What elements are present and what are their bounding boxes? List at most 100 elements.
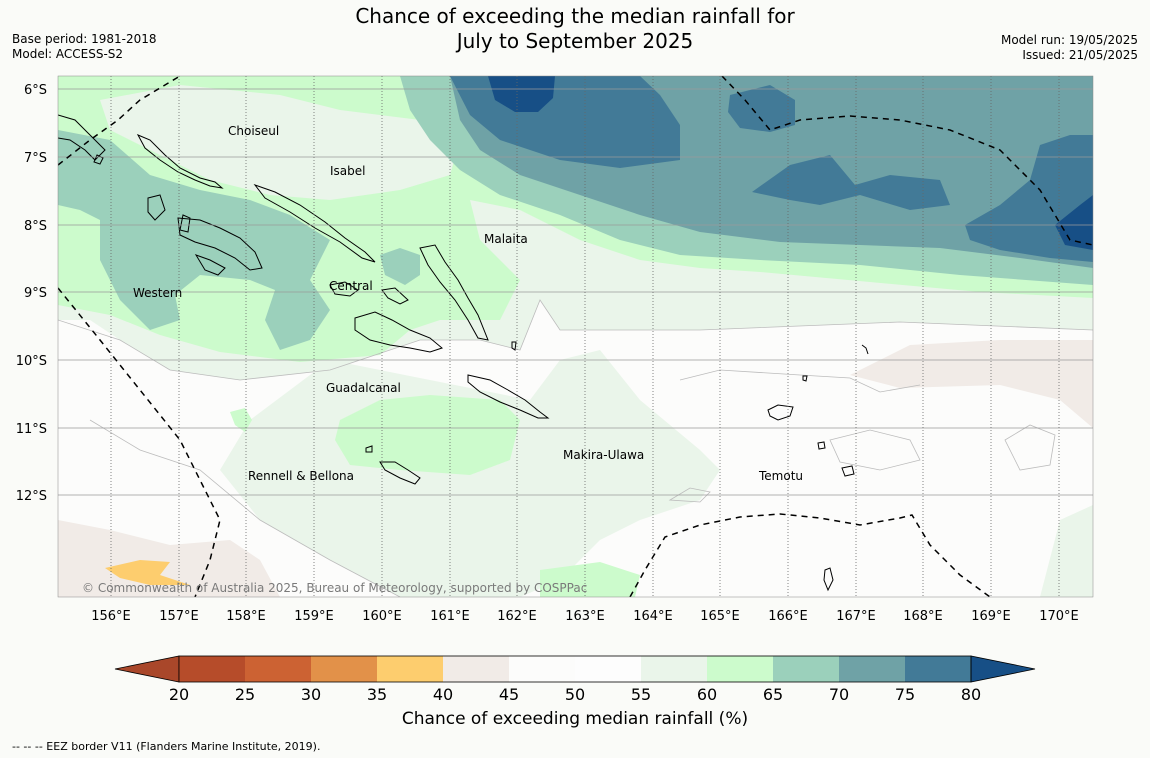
contour-55-60-inner bbox=[100, 85, 460, 200]
lon-label: 156°E bbox=[91, 609, 131, 624]
colorbar-tick-label: 25 bbox=[235, 685, 255, 704]
eez-legend-note: -- -- -- EEZ border V11 (Flanders Marine… bbox=[12, 740, 321, 753]
label-guadalcanal: Guadalcanal bbox=[326, 381, 401, 395]
colorbar-bin bbox=[509, 656, 575, 682]
lon-label: 169°E bbox=[971, 609, 1011, 624]
lon-label: 162°E bbox=[497, 609, 537, 624]
colorbar-bin bbox=[575, 656, 641, 682]
colorbar-bin bbox=[443, 656, 509, 682]
contour-65-70-west bbox=[58, 130, 330, 350]
lon-label: 159°E bbox=[294, 609, 334, 624]
colorbar-bin bbox=[377, 656, 443, 682]
eez-border bbox=[58, 76, 1093, 597]
meta-left: Base period: 1981-2018 Model: ACCESS-S2 bbox=[12, 32, 157, 62]
lon-label: 157°E bbox=[159, 609, 199, 624]
colorbar-swatches bbox=[114, 655, 1036, 683]
colorbar-bin bbox=[245, 656, 311, 682]
lat-label: 6°S bbox=[24, 83, 47, 98]
colorbar-bin bbox=[905, 656, 971, 682]
island-vanikoro bbox=[841, 465, 855, 477]
coastlines bbox=[58, 114, 869, 592]
colorbar-tick-label: 35 bbox=[367, 685, 387, 704]
island-newgeorgia bbox=[177, 217, 263, 271]
colorbar-tick-label: 40 bbox=[433, 685, 453, 704]
island-vella bbox=[194, 254, 226, 276]
label-makira-ulawa: Makira-Ulawa bbox=[563, 448, 644, 462]
colorbar-bin bbox=[773, 656, 839, 682]
lat-label: 12°S bbox=[16, 489, 47, 504]
longitude-labels: 156°E 157°E 158°E 159°E 160°E 161°E 162°… bbox=[91, 609, 1079, 624]
rainfall-map: Choiseul Isabel Malaita Western Central … bbox=[16, 75, 1094, 624]
colorbar-label: Chance of exceeding median rainfall (%) bbox=[401, 709, 749, 729]
colorbar-bin bbox=[839, 656, 905, 682]
island-malaita bbox=[419, 244, 489, 341]
island-santacruz bbox=[767, 404, 794, 421]
graticule bbox=[58, 76, 1093, 597]
lat-label: 9°S bbox=[24, 286, 47, 301]
lon-label: 168°E bbox=[903, 609, 943, 624]
colorbar-bin bbox=[179, 656, 245, 682]
contour-below-35 bbox=[105, 560, 190, 585]
label-central: Central bbox=[329, 279, 373, 293]
island-central-nggela bbox=[329, 281, 359, 297]
model-name: Model: ACCESS-S2 bbox=[12, 47, 124, 61]
label-western: Western bbox=[133, 286, 182, 300]
colorbar-tick-label: 55 bbox=[631, 685, 651, 704]
title-line-1: Chance of exceeding the median rainfall … bbox=[355, 4, 795, 28]
island-utupua bbox=[817, 441, 826, 450]
island-isabel bbox=[253, 183, 376, 263]
lat-label: 11°S bbox=[16, 422, 47, 437]
contour-below-45 bbox=[58, 520, 280, 597]
province-labels: Choiseul Isabel Malaita Western Central … bbox=[133, 124, 803, 483]
island-makira bbox=[467, 374, 550, 419]
lon-label: 160°E bbox=[362, 609, 402, 624]
lon-label: 166°E bbox=[768, 609, 808, 624]
label-isabel: Isabel bbox=[330, 164, 365, 178]
colorbar-tick-label: 60 bbox=[697, 685, 717, 704]
colorbar-tick-label: 45 bbox=[499, 685, 519, 704]
label-temotu: Temotu bbox=[758, 469, 803, 483]
colorbar-extension-low bbox=[114, 655, 180, 683]
contour-above-80 bbox=[488, 76, 555, 112]
lon-label: 158°E bbox=[226, 609, 266, 624]
contour-60-65-small bbox=[230, 408, 252, 432]
colorbar-tick-label: 80 bbox=[961, 685, 981, 704]
island-central-small bbox=[381, 287, 409, 305]
colorbar-tick-label: 50 bbox=[565, 685, 585, 704]
latitude-lines bbox=[58, 88, 1093, 496]
island-reef-1 bbox=[511, 341, 517, 351]
colorbar-outline bbox=[178, 655, 972, 683]
lat-label: 10°S bbox=[16, 354, 47, 369]
colorbar-tick-label: 75 bbox=[895, 685, 915, 704]
contour-75-80-north bbox=[728, 85, 795, 132]
island-bougainville bbox=[58, 114, 106, 161]
map-fill bbox=[58, 76, 1093, 597]
copyright-text: © Commonwealth of Australia 2025, Bureau… bbox=[82, 581, 587, 595]
lon-label: 170°E bbox=[1039, 609, 1079, 624]
island-reef-3 bbox=[861, 344, 869, 355]
base-period: Base period: 1981-2018 bbox=[12, 32, 157, 46]
latitude-labels: 6°S 7°S 8°S 9°S 10°S 11°S 12°S bbox=[16, 83, 47, 504]
contour-60-65-guadalcanal bbox=[335, 395, 520, 475]
colorbar-tick-label: 20 bbox=[169, 685, 189, 704]
island-choiseul bbox=[136, 133, 224, 189]
colorbar-bin bbox=[311, 656, 377, 682]
label-malaita: Malaita bbox=[484, 232, 528, 246]
contour-60-65-south bbox=[540, 562, 640, 597]
colorbar-tick-label: 70 bbox=[829, 685, 849, 704]
label-choiseul: Choiseul bbox=[228, 124, 279, 138]
contour-above-80-east bbox=[1055, 195, 1093, 250]
contour-below-45-east bbox=[850, 340, 1093, 428]
map-title: Chance of exceeding the median rainfall … bbox=[0, 4, 1150, 54]
contour-55-60-east bbox=[1040, 505, 1093, 597]
colorbar-extension-high bbox=[970, 655, 1036, 683]
island-bellona bbox=[365, 445, 373, 453]
lat-label: 7°S bbox=[24, 151, 47, 166]
meta-right: Model run: 19/05/2025 Issued: 21/05/2025 bbox=[1001, 33, 1138, 63]
island-western-small bbox=[147, 194, 166, 221]
lon-label: 165°E bbox=[700, 609, 740, 624]
island-tikopia bbox=[823, 567, 834, 592]
contour-75-80-mid bbox=[752, 155, 950, 210]
colorbar-bin bbox=[641, 656, 707, 682]
lon-label: 164°E bbox=[633, 609, 673, 624]
